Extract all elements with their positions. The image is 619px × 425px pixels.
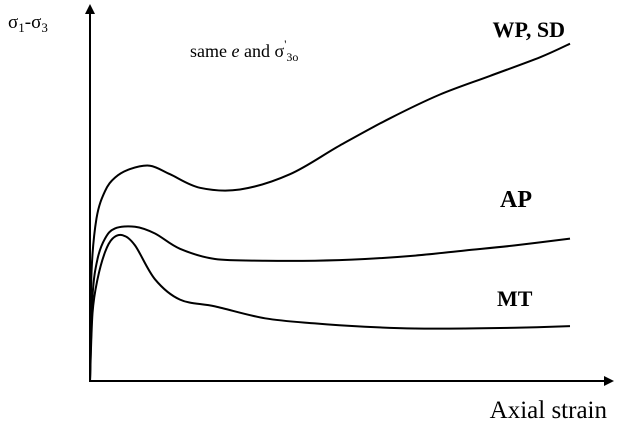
series-line-ap [89,225,571,382]
annotation: same e and σ'3o [190,37,298,64]
y-axis-label: σ1-σ3 [8,12,48,35]
curves-group [89,42,571,382]
x-axis-label: Axial strain [490,397,608,424]
series-line-wp-sd [89,42,571,382]
series-label-mt: MT [497,286,533,311]
series-label-ap: AP [500,187,532,213]
series-line-mt [89,233,571,382]
series-label-wp-sd: WP, SD [492,17,565,42]
